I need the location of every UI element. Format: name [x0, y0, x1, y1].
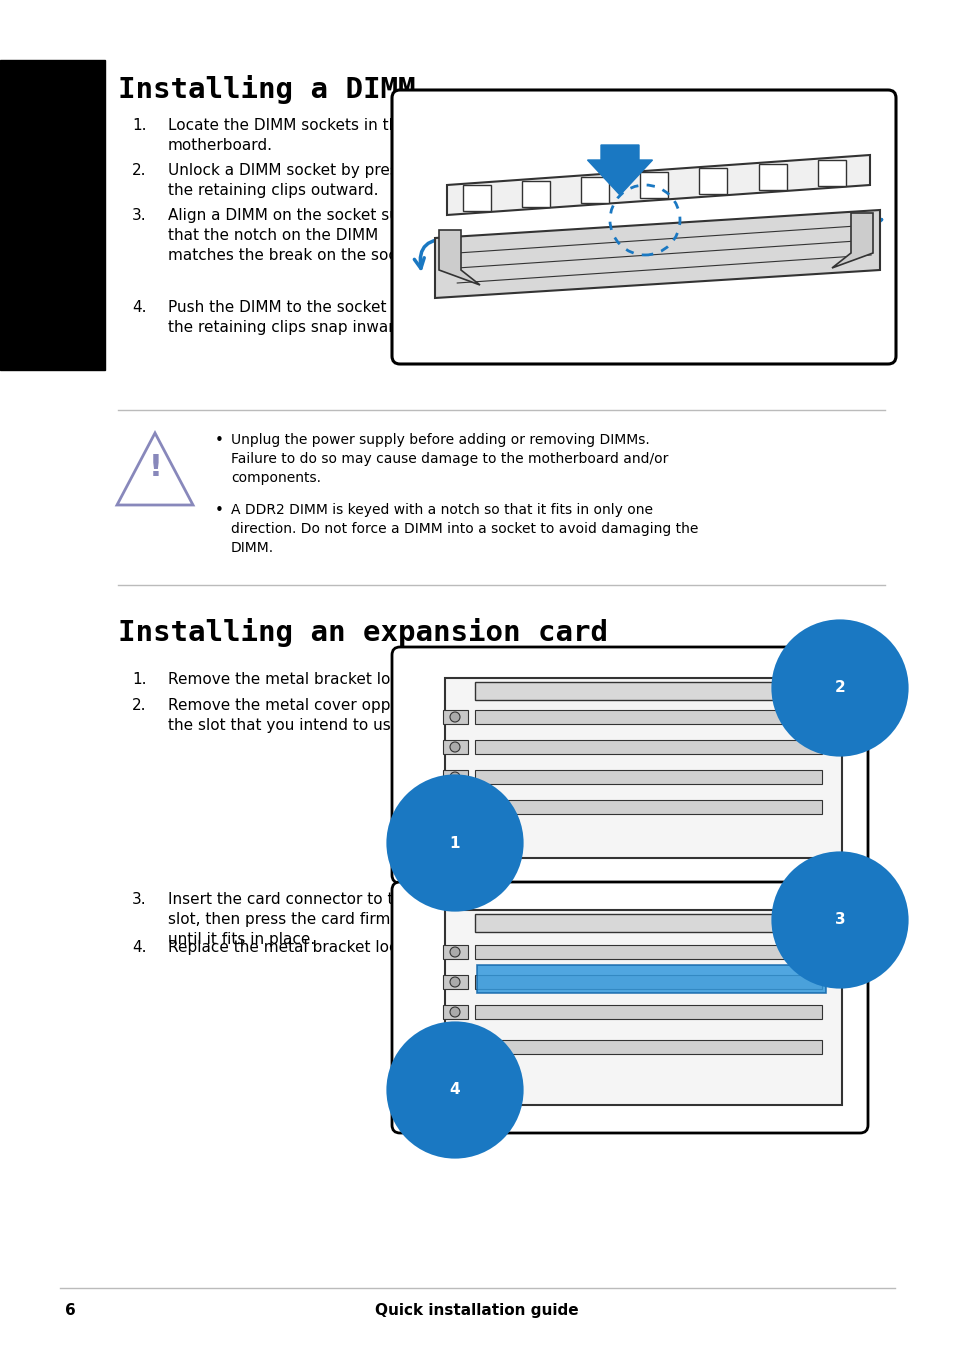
Text: Align a DIMM on the socket such
that the notch on the DIMM
matches the break on : Align a DIMM on the socket such that the… — [168, 208, 425, 263]
Text: 4.: 4. — [132, 300, 147, 315]
Text: Replace the metal bracket lock.: Replace the metal bracket lock. — [168, 940, 411, 954]
Text: Unplug the power supply before adding or removing DIMMs.
Failure to do so may ca: Unplug the power supply before adding or… — [231, 433, 668, 485]
Circle shape — [450, 743, 459, 752]
Circle shape — [450, 772, 459, 782]
FancyArrow shape — [587, 144, 652, 194]
Bar — [475, 682, 821, 701]
Text: Installing a DIMM: Installing a DIMM — [118, 76, 416, 104]
Polygon shape — [639, 173, 667, 198]
Bar — [442, 975, 468, 990]
Polygon shape — [444, 678, 841, 859]
Text: 4: 4 — [449, 1083, 460, 1098]
Polygon shape — [817, 159, 845, 186]
Circle shape — [450, 946, 459, 957]
Polygon shape — [447, 155, 869, 215]
Bar — [475, 740, 821, 755]
Text: Push the DIMM to the socket until
the retaining clips snap inward.: Push the DIMM to the socket until the re… — [168, 300, 425, 335]
Circle shape — [450, 802, 459, 811]
Circle shape — [450, 1007, 459, 1017]
Text: 4.: 4. — [132, 940, 147, 954]
Text: 2: 2 — [834, 680, 844, 695]
Bar — [442, 801, 468, 814]
Polygon shape — [462, 185, 490, 211]
Polygon shape — [444, 910, 841, 1106]
Text: Locate the DIMM sockets in the
motherboard.: Locate the DIMM sockets in the motherboa… — [168, 117, 407, 153]
Polygon shape — [699, 169, 727, 194]
Text: •: • — [214, 433, 224, 448]
Text: 1: 1 — [449, 836, 459, 850]
Bar — [475, 710, 821, 724]
Text: Remove the metal cover opposite
the slot that you intend to use.: Remove the metal cover opposite the slot… — [168, 698, 427, 733]
Bar — [442, 1040, 468, 1054]
Circle shape — [450, 977, 459, 987]
Text: 2.: 2. — [132, 698, 147, 713]
Bar — [476, 965, 825, 994]
Polygon shape — [438, 230, 479, 285]
FancyBboxPatch shape — [392, 882, 867, 1133]
Text: 6: 6 — [65, 1303, 75, 1318]
Bar — [475, 975, 821, 990]
FancyBboxPatch shape — [392, 90, 895, 364]
Polygon shape — [758, 163, 786, 190]
Bar — [475, 769, 821, 784]
Bar — [0, 59, 105, 370]
Bar — [442, 740, 468, 755]
Bar — [475, 1004, 821, 1019]
Bar — [442, 1004, 468, 1019]
Text: Remove the metal bracket lock.: Remove the metal bracket lock. — [168, 672, 413, 687]
Circle shape — [450, 711, 459, 722]
Text: 3.: 3. — [132, 892, 147, 907]
Text: 3: 3 — [834, 913, 844, 927]
Text: Installing an expansion card: Installing an expansion card — [118, 618, 607, 647]
Text: Unlock a DIMM socket by pressing
the retaining clips outward.: Unlock a DIMM socket by pressing the ret… — [168, 163, 429, 198]
Bar — [442, 769, 468, 784]
Polygon shape — [831, 213, 872, 269]
Circle shape — [450, 1042, 459, 1052]
Text: Insert the card connector to the
slot, then press the card firmly
until it fits : Insert the card connector to the slot, t… — [168, 892, 413, 946]
Text: 3.: 3. — [132, 208, 147, 223]
Bar — [475, 945, 821, 958]
Polygon shape — [435, 211, 879, 298]
FancyBboxPatch shape — [392, 647, 867, 883]
Text: 2.: 2. — [132, 163, 147, 178]
Bar — [442, 710, 468, 724]
Text: 1.: 1. — [132, 117, 147, 134]
Bar — [475, 914, 821, 931]
Text: •: • — [214, 504, 224, 518]
Bar — [475, 1040, 821, 1054]
Bar — [475, 801, 821, 814]
Text: 1.: 1. — [132, 672, 147, 687]
Bar — [442, 945, 468, 958]
Text: Quick installation guide: Quick installation guide — [375, 1303, 578, 1318]
Text: A DDR2 DIMM is keyed with a notch so that it fits in only one
direction. Do not : A DDR2 DIMM is keyed with a notch so tha… — [231, 504, 698, 555]
Text: !: ! — [149, 454, 163, 482]
Polygon shape — [521, 181, 549, 207]
Polygon shape — [580, 177, 608, 202]
